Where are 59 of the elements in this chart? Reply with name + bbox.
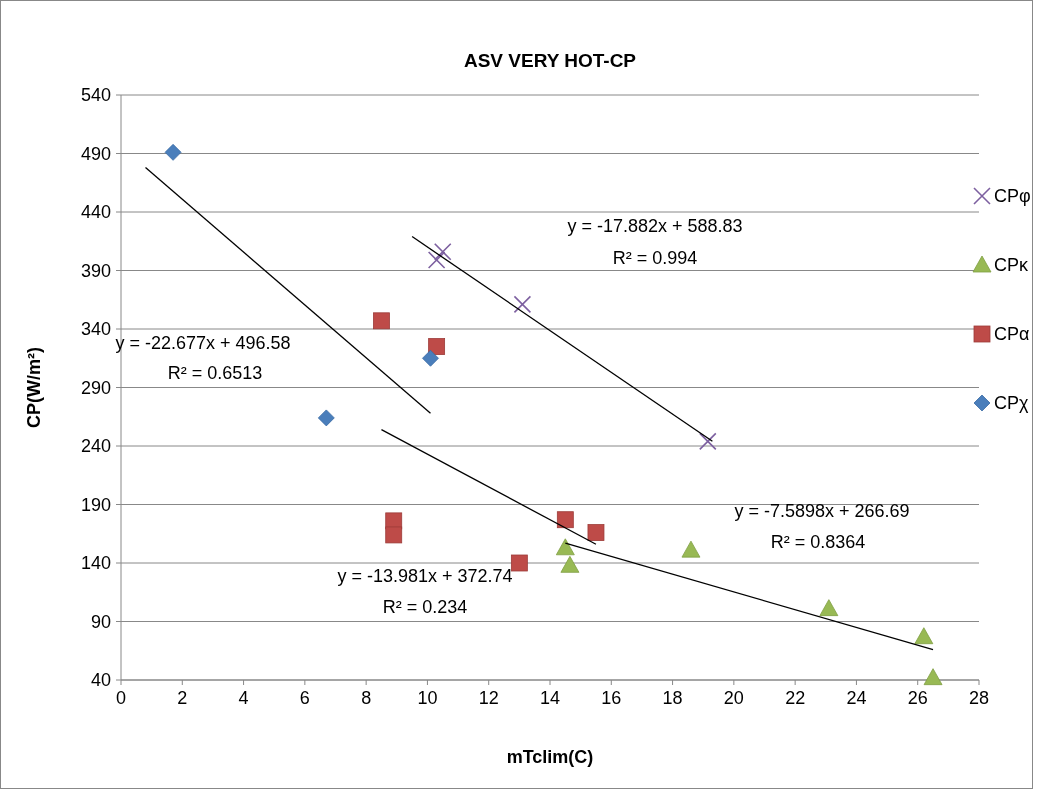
annotation: R² = 0.234 <box>382 597 468 618</box>
point <box>681 540 701 558</box>
x-tick-label: 8 <box>361 688 372 708</box>
y-tick-label: 340 <box>80 319 111 340</box>
x-tick-label: 6 <box>299 688 310 708</box>
point <box>699 432 717 451</box>
point <box>427 251 446 269</box>
y-tick-label: 40 <box>90 670 111 691</box>
y-tick-label: 540 <box>80 85 111 106</box>
chart-title: ASV VERY HOT-CP <box>463 50 637 71</box>
annotation: y = -22.677x + 496.58 <box>115 333 291 354</box>
y-axis-title: CP(W/m²) <box>24 347 44 428</box>
annotation: R² = 0.6513 <box>167 363 263 384</box>
y-tick-label: 390 <box>80 260 111 281</box>
point <box>587 524 605 541</box>
point <box>317 409 335 427</box>
y-tick-label: 490 <box>80 143 111 164</box>
x-tick-label: 10 <box>417 688 438 708</box>
x-tick-label: 0 <box>115 688 127 708</box>
y-tick-label: 90 <box>90 611 111 632</box>
legend-label: CPκ <box>994 255 1029 276</box>
annotation: R² = 0.994 <box>612 248 698 269</box>
point <box>510 554 528 572</box>
point <box>555 538 575 556</box>
x-axis-title: mTclim(C) <box>506 747 594 767</box>
annotation: y = -13.981x + 372.74 <box>337 566 513 587</box>
point <box>560 555 580 573</box>
x-tick-label: 22 <box>785 688 806 708</box>
x-tick-label: 20 <box>723 688 744 708</box>
point <box>923 668 943 686</box>
annotation: R² = 0.8364 <box>770 532 866 553</box>
legend-label: CPφ <box>994 186 1031 207</box>
point <box>422 349 439 367</box>
x-tick-label: 28 <box>968 688 990 708</box>
y-tick-label: 290 <box>80 377 111 398</box>
y-tick-label: 140 <box>80 553 111 574</box>
x-tick-label: 4 <box>238 688 249 708</box>
point <box>914 627 934 645</box>
legend-label: CPα <box>994 324 1030 345</box>
y-tick-label: 440 <box>80 202 111 223</box>
x-tick-label: 26 <box>907 688 928 708</box>
point <box>819 599 839 617</box>
point <box>433 242 452 261</box>
x-tick-label: 12 <box>478 688 499 708</box>
legend-label: CPχ <box>994 393 1029 414</box>
x-tick-label: 16 <box>601 688 622 708</box>
y-tick-label: 240 <box>80 436 111 457</box>
annotation: y = -17.882x + 588.83 <box>567 216 743 237</box>
point <box>164 143 182 161</box>
y-tick-label: 190 <box>80 494 111 515</box>
x-tick-label: 14 <box>539 688 561 708</box>
x-tick-label: 2 <box>177 688 188 708</box>
annotation: y = -7.5898x + 266.69 <box>734 501 910 522</box>
point <box>373 312 390 330</box>
x-tick-label: 24 <box>846 688 867 708</box>
point <box>556 511 574 529</box>
x-tick-label: 18 <box>662 688 683 708</box>
point <box>513 295 532 314</box>
point <box>385 526 403 544</box>
